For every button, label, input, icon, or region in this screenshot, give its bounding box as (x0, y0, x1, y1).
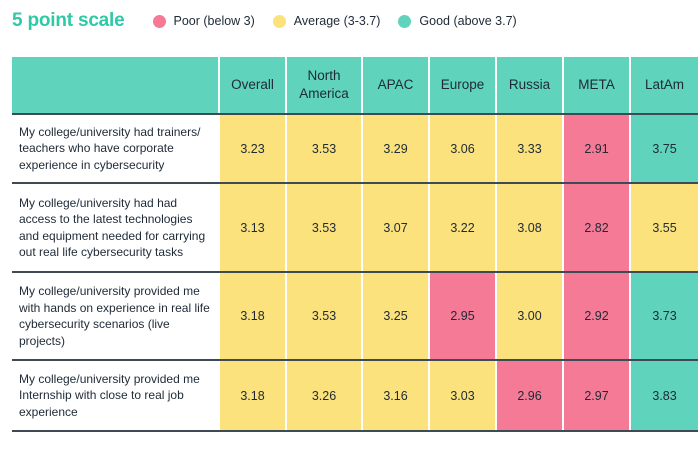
good-dot-icon (398, 14, 412, 28)
value-cell: 2.91 (564, 115, 631, 182)
header-row: Overall North America APAC Europe Russia… (12, 57, 698, 113)
row-divider (12, 271, 698, 273)
value-cell: 3.18 (220, 361, 287, 430)
value-cell: 3.26 (287, 361, 363, 430)
value-cell: 3.73 (631, 273, 698, 359)
table-row: My college/university had trainers/ teac… (12, 115, 698, 182)
legend: 5 point scale Poor (below 3) Average (3-… (12, 8, 535, 34)
value-cell: 3.03 (430, 361, 497, 430)
legend-item-average: Average (3-3.7) (272, 14, 381, 28)
value-cell: 3.07 (363, 184, 430, 271)
value-cell: 3.55 (631, 184, 698, 271)
value-cell: 3.22 (430, 184, 497, 271)
value-cell: 3.08 (497, 184, 564, 271)
row-divider (12, 113, 698, 115)
value-cell: 3.06 (430, 115, 497, 182)
row-label: My college/university had trainers/ teac… (12, 115, 220, 182)
value-cell: 3.23 (220, 115, 287, 182)
row-divider (12, 359, 698, 361)
value-cell: 3.25 (363, 273, 430, 359)
value-cell: 3.18 (220, 273, 287, 359)
value-cell: 3.53 (287, 115, 363, 182)
column-header: LatAm (631, 57, 698, 113)
value-cell: 2.95 (430, 273, 497, 359)
column-header: Europe (430, 57, 497, 113)
column-header: APAC (363, 57, 430, 113)
value-cell: 2.96 (497, 361, 564, 430)
value-cell: 3.83 (631, 361, 698, 430)
column-header: Overall (220, 57, 287, 113)
column-header: Russia (497, 57, 564, 113)
value-cell: 3.29 (363, 115, 430, 182)
legend-label-average: Average (3-3.7) (293, 14, 381, 28)
legend-label-good: Good (above 3.7) (419, 14, 517, 28)
value-cell: 3.75 (631, 115, 698, 182)
value-cell: 2.82 (564, 184, 631, 271)
row-label: My college/university provided me Intern… (12, 361, 220, 430)
poor-dot-icon (152, 14, 166, 28)
row-divider (12, 182, 698, 184)
value-cell: 3.00 (497, 273, 564, 359)
row-label: My college/university provided me with h… (12, 273, 220, 359)
table-row: My college/university had had access to … (12, 184, 698, 271)
legend-item-good: Good (above 3.7) (398, 14, 517, 28)
row-label: My college/university had had access to … (12, 184, 220, 271)
value-cell: 2.97 (564, 361, 631, 430)
average-dot-icon (272, 14, 286, 28)
legend-item-poor: Poor (below 3) (152, 14, 255, 28)
scores-table: Overall North America APAC Europe Russia… (12, 57, 698, 432)
column-header: META (564, 57, 631, 113)
value-cell: 3.16 (363, 361, 430, 430)
column-header: North America (287, 57, 363, 113)
table-row: My college/university provided me Intern… (12, 361, 698, 430)
value-cell: 2.92 (564, 273, 631, 359)
legend-label-poor: Poor (below 3) (173, 14, 255, 28)
scale-title: 5 point scale (12, 10, 125, 31)
value-cell: 3.53 (287, 184, 363, 271)
value-cell: 3.53 (287, 273, 363, 359)
row-divider (12, 430, 698, 432)
value-cell: 3.33 (497, 115, 564, 182)
table-row: My college/university provided me with h… (12, 273, 698, 359)
value-cell: 3.13 (220, 184, 287, 271)
header-corner-cell (12, 57, 220, 113)
